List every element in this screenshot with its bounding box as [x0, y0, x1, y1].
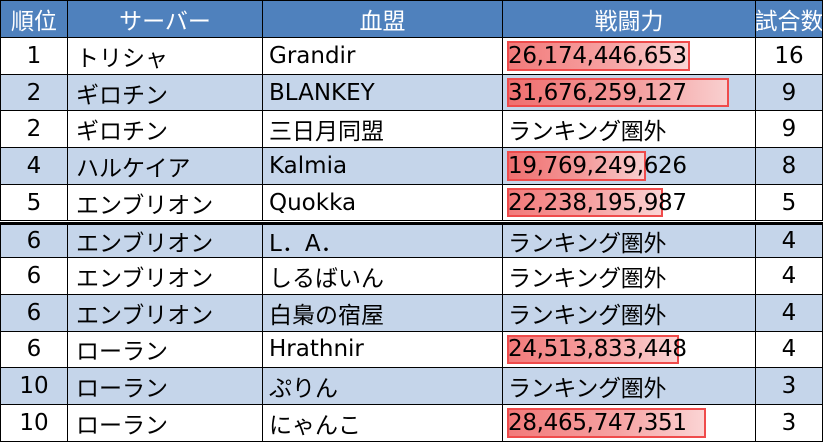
power-value: ランキング圏外: [508, 230, 667, 257]
power-cell: ランキング圏外: [503, 111, 756, 149]
wins-cell: 8: [756, 148, 823, 185]
rank-cell: 10: [0, 368, 68, 405]
table-row: 6 エンブリオン 白梟の宿屋 ランキング圏外 4: [0, 294, 823, 332]
guild-cell: Kalmia: [263, 148, 503, 185]
power-data-bar: [507, 151, 646, 181]
wins-cell: 4: [756, 331, 823, 369]
power-value: 31,676,259,127: [508, 79, 687, 106]
rank-cell: 1: [0, 38, 68, 75]
power-data-bar: [507, 334, 679, 365]
power-data-bar: [507, 77, 729, 108]
table-header-row: 順位 サーバー 血盟 戦闘力 試合数: [0, 0, 823, 38]
power-data-bar: [507, 41, 690, 71]
wins-cell: 3: [756, 368, 823, 405]
rank-cell: 6: [0, 294, 68, 332]
wins-cell: 4: [756, 221, 823, 259]
power-cell: ランキング圏外: [503, 258, 756, 295]
wins-cell: 5: [756, 184, 823, 222]
table-row: 1 トリシャ Grandir 26,174,446,653 16: [0, 38, 823, 75]
server-cell: エンブリオン: [68, 184, 263, 222]
power-cell: 31,676,259,127: [503, 74, 756, 112]
power-value: ランキング圏外: [508, 302, 667, 329]
rank-cell: 6: [0, 258, 68, 295]
server-cell: ローラン: [68, 368, 263, 405]
power-value: 22,238,195,987: [508, 189, 687, 216]
server-cell: エンブリオン: [68, 294, 263, 332]
power-value: ランキング圏外: [508, 266, 667, 293]
table-row: 2 ギロチン 三日月同盟 ランキング圏外 9: [0, 111, 823, 149]
power-cell: ランキング圏外: [503, 294, 756, 332]
power-value: 26,174,446,653: [508, 42, 687, 69]
power-cell: 19,769,249,626: [503, 148, 756, 185]
server-cell: ローラン: [68, 331, 263, 369]
power-cell: 22,238,195,987: [503, 184, 756, 222]
table-row: 2 ギロチン BLANKEY 31,676,259,127 9: [0, 74, 823, 112]
guild-cell: L．A．: [263, 221, 503, 259]
guild-cell: Grandir: [263, 38, 503, 75]
guild-cell: Hrathnir: [263, 331, 503, 369]
rank-cell: 6: [0, 331, 68, 369]
wins-cell: 4: [756, 258, 823, 295]
header-power: 戦闘力: [503, 0, 756, 38]
server-cell: トリシャ: [68, 38, 263, 75]
header-rank: 順位: [0, 0, 68, 38]
rank-cell: 2: [0, 74, 68, 112]
rank-cell: 10: [0, 405, 68, 442]
power-value: 19,769,249,626: [508, 152, 687, 179]
wins-cell: 3: [756, 405, 823, 442]
server-cell: エンブリオン: [68, 258, 263, 295]
table-row: 10 ローラン ぷりん ランキング圏外 3: [0, 368, 823, 405]
table-row: 4 ハルケイア Kalmia 19,769,249,626 8: [0, 148, 823, 185]
power-cell: 28,465,747,351: [503, 405, 756, 442]
wins-cell: 16: [756, 38, 823, 75]
wins-cell: 4: [756, 294, 823, 332]
guild-cell: Quokka: [263, 184, 503, 222]
table-row: 6 エンブリオン しるばいん ランキング圏外 4: [0, 258, 823, 295]
rank-cell: 4: [0, 148, 68, 185]
table-row: 10 ローラン にゃんこ 28,465,747,351 3: [0, 405, 823, 442]
table-row: 5 エンブリオン Quokka 22,238,195,987 5: [0, 184, 823, 222]
guild-cell: 白梟の宿屋: [263, 294, 503, 332]
guild-cell: にゃんこ: [263, 405, 503, 442]
wins-cell: 9: [756, 111, 823, 149]
wins-cell: 9: [756, 74, 823, 112]
power-data-bar: [507, 187, 663, 218]
rank-cell: 2: [0, 111, 68, 149]
power-data-bar: [507, 408, 706, 438]
guild-cell: BLANKEY: [263, 74, 503, 112]
header-guild: 血盟: [263, 0, 503, 38]
server-cell: ギロチン: [68, 111, 263, 149]
guild-cell: ぷりん: [263, 368, 503, 405]
table-row: 6 エンブリオン L．A． ランキング圏外 4: [0, 221, 823, 259]
guild-cell: 三日月同盟: [263, 111, 503, 149]
rank-cell: 5: [0, 184, 68, 222]
power-value: ランキング圏外: [508, 119, 667, 146]
power-cell: ランキング圏外: [503, 221, 756, 259]
server-cell: エンブリオン: [68, 221, 263, 259]
power-value: ランキング圏外: [508, 376, 667, 403]
power-cell: 26,174,446,653: [503, 38, 756, 75]
table-row: 6 ローラン Hrathnir 24,513,833,448 4: [0, 331, 823, 369]
guild-cell: しるばいん: [263, 258, 503, 295]
server-cell: ハルケイア: [68, 148, 263, 185]
power-cell: 24,513,833,448: [503, 331, 756, 369]
power-value: 24,513,833,448: [508, 336, 687, 363]
server-cell: ギロチン: [68, 74, 263, 112]
header-server: サーバー: [68, 0, 263, 38]
power-value: 28,465,747,351: [508, 409, 687, 436]
rank-cell: 6: [0, 221, 68, 259]
server-cell: ローラン: [68, 405, 263, 442]
header-wins: 試合数: [756, 0, 823, 38]
power-cell: ランキング圏外: [503, 368, 756, 405]
